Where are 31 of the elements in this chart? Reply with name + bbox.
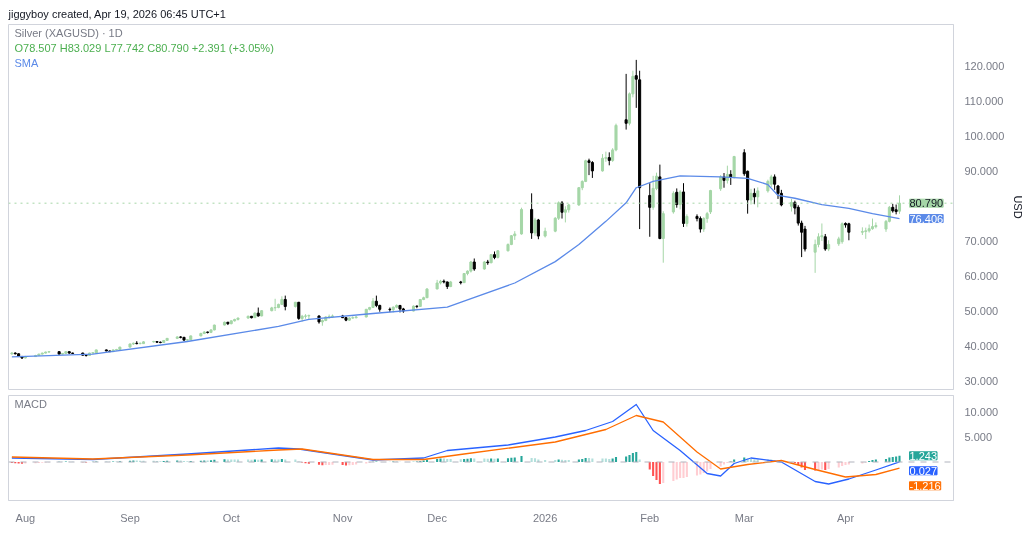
x-tick-label: Dec [427,511,448,524]
x-tick-label: Aug [15,511,36,524]
x-tick-label: Apr [836,511,855,524]
y-tick-label: 90.000 [964,164,999,177]
y-tick-label: 110.000 [964,94,1004,107]
y-tick-label: 120.000 [964,59,1005,72]
text: O78.507 H83.029 L77.742 C80.790 +2.391 (+3.05%) [14,41,274,54]
x-tick-label: Mar [734,511,755,524]
y-tick-label: 10.000 [964,406,999,418]
y-tick-label: 40.000 [964,340,999,353]
y-tick-label: 100.000 [964,129,1005,142]
x-tick-label: Nov [332,511,353,524]
y-tick-label: 50.000 [964,305,999,318]
y-tick-label: 30.000 [964,375,999,388]
annotation: -1.216 [909,479,941,492]
x-tick-label: Feb [640,511,660,524]
annotation: 76.406 [909,212,944,225]
annotation: 1.243 [909,449,938,462]
chart-title: Silver (XAGUSD) · 1D [14,26,123,39]
text: SMA [14,56,39,69]
x-tick-label: Sep [120,511,140,524]
chart-title: MACD [14,397,47,410]
annotation: 0.027 [909,464,938,477]
y-tick-label: 5.000 [964,431,993,443]
ref-line-label: 80.790 [909,197,944,210]
y-tick-label: 60.000 [964,270,999,283]
y-axis-title: USD [1012,195,1024,219]
text: jiggyboy created, Apr 19, 2026 06:45 UTC+1 [7,7,226,20]
y-tick-label: 70.000 [964,234,999,247]
x-tick-label: Oct [222,511,240,524]
x-tick-label: 2026 [532,511,558,524]
